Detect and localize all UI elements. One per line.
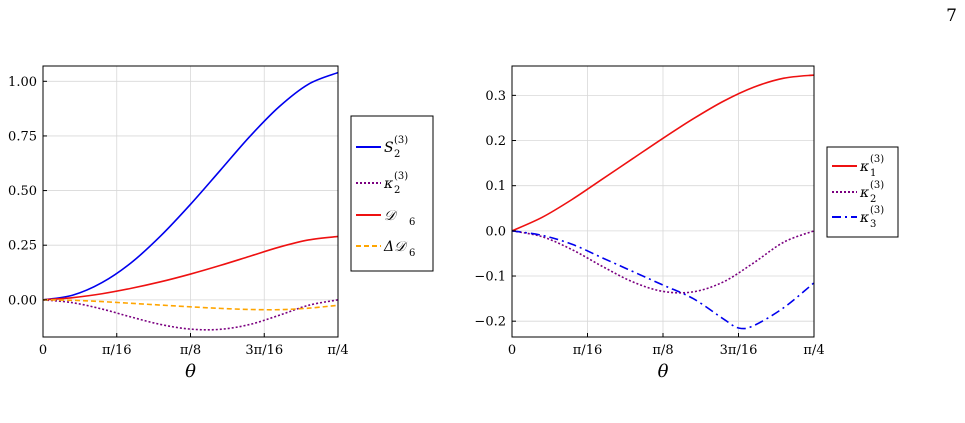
y-tick-label: 0.1 [485, 179, 506, 194]
legend-label-0: S2(3) [384, 135, 408, 160]
x-tick-label: π/4 [327, 343, 348, 358]
legend-label-0: κ1(3) [859, 154, 884, 179]
y-tick-label: 0.25 [8, 239, 37, 254]
series-line-2 [42, 235, 339, 301]
page-number: 7 [946, 6, 957, 26]
x-axis-label: θ [185, 361, 196, 382]
x-tick-label: π/8 [180, 343, 201, 358]
series-line-0 [42, 71, 339, 301]
legend-box [826, 146, 899, 238]
y-tick-label: 1.00 [8, 75, 37, 90]
y-tick-label: 0.3 [485, 89, 506, 104]
series-line-2 [511, 230, 815, 330]
x-axis-label: θ [658, 361, 669, 382]
series-line-1 [511, 230, 815, 294]
y-tick-label: 0.75 [8, 129, 37, 144]
x-tick-label: 0 [39, 343, 47, 358]
x-tick-label: 0 [508, 343, 516, 358]
y-tick-label: 0.0 [485, 224, 506, 239]
y-tick-label: −0.2 [474, 315, 506, 330]
legend-label-1: κ2(3) [859, 180, 884, 205]
y-tick-label: 0.50 [8, 184, 37, 199]
right-chart: 0 π/16 π/8 3π/16 π/4 −0.2 −0.1 0.0 0.1 0.2 0.3 θ κ1(… [474, 65, 899, 382]
legend-label-2: κ3(3) [859, 205, 884, 230]
x-tick-label: π/4 [803, 343, 824, 358]
left-chart: 0 π/16 π/8 3π/16 π/4 0.00 0.25 0.50 0.75 1.00 θ S2(… [8, 65, 434, 382]
x-tick-label: π/16 [573, 343, 602, 358]
series-line-3 [42, 299, 339, 311]
x-tick-label: π/8 [652, 343, 673, 358]
legend-label-3: Δ𝒟 6 [383, 239, 415, 259]
legend-label-1: κ2(3) [383, 171, 408, 196]
y-tick-label: 0.2 [485, 134, 506, 149]
x-tick-label: 3π/16 [720, 343, 758, 358]
series-line-0 [511, 74, 815, 232]
y-tick-label: −0.1 [474, 270, 506, 285]
x-tick-label: 3π/16 [245, 343, 283, 358]
x-tick-label: π/16 [102, 343, 131, 358]
y-tick-label: 0.00 [8, 293, 37, 308]
